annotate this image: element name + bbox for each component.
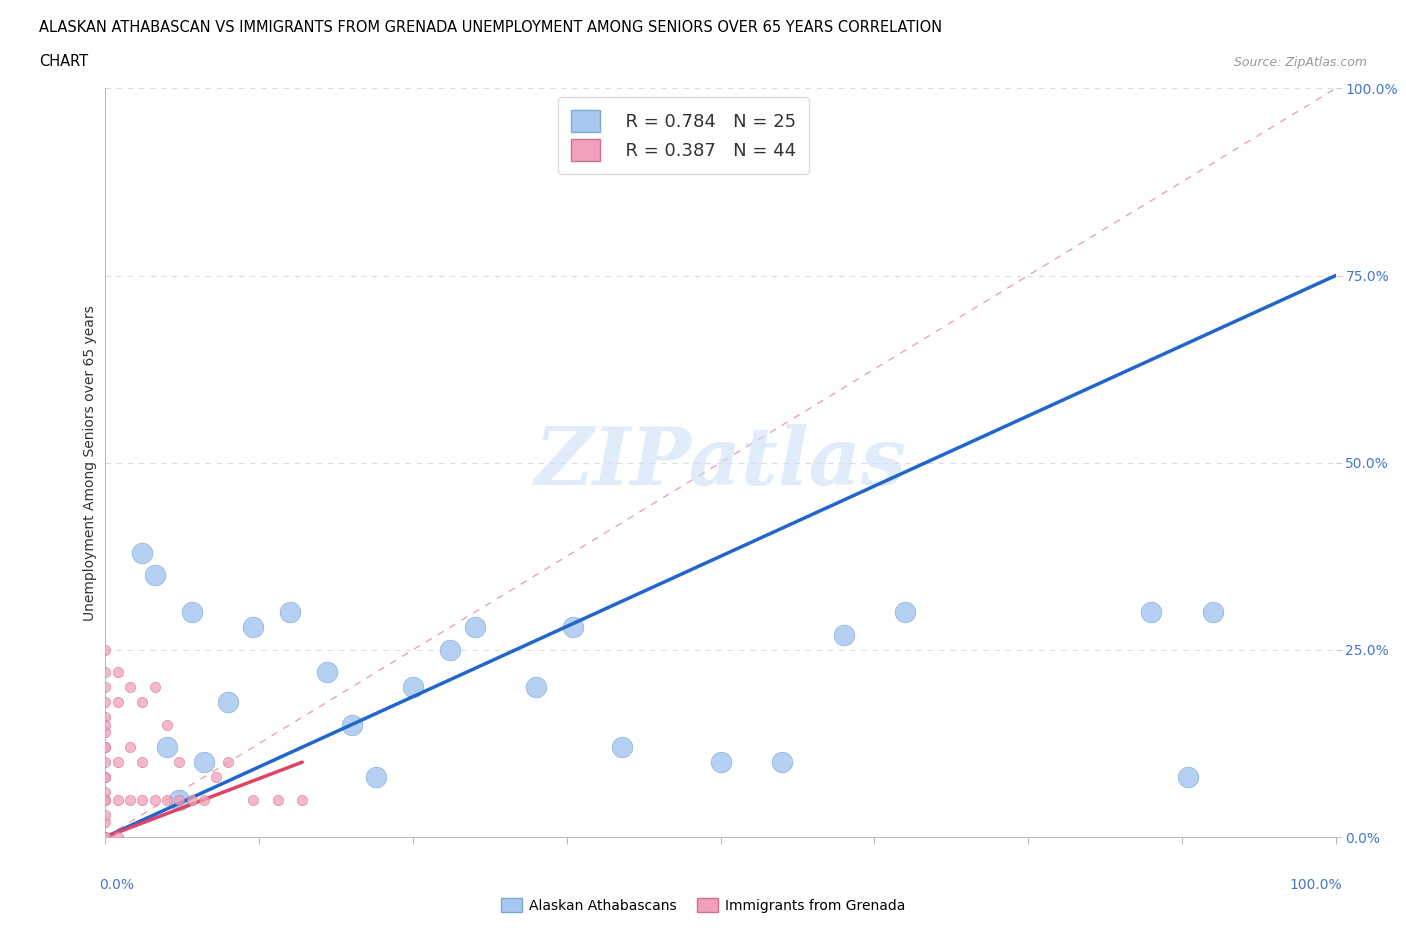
- Legend:   R = 0.784   N = 25,   R = 0.387   N = 44: R = 0.784 N = 25, R = 0.387 N = 44: [558, 98, 808, 174]
- Point: [464, 620, 486, 635]
- Point: [94, 807, 117, 822]
- Point: [267, 792, 290, 807]
- Point: [169, 792, 191, 807]
- Point: [156, 717, 179, 732]
- Point: [439, 643, 461, 658]
- Point: [94, 770, 117, 785]
- Point: [94, 770, 117, 785]
- Text: CHART: CHART: [39, 54, 89, 69]
- Point: [107, 695, 129, 710]
- Point: [131, 695, 153, 710]
- Point: [340, 717, 363, 732]
- Point: [94, 665, 117, 680]
- Point: [156, 792, 179, 807]
- Point: [94, 785, 117, 800]
- Point: [242, 620, 264, 635]
- Point: [562, 620, 585, 635]
- Text: Source: ZipAtlas.com: Source: ZipAtlas.com: [1233, 56, 1367, 69]
- Point: [94, 710, 117, 724]
- Point: [169, 792, 191, 807]
- Point: [143, 680, 166, 695]
- Point: [94, 717, 117, 732]
- Point: [94, 724, 117, 739]
- Point: [180, 792, 202, 807]
- Point: [193, 755, 215, 770]
- Point: [94, 830, 117, 844]
- Point: [218, 755, 240, 770]
- Point: [120, 792, 141, 807]
- Point: [107, 792, 129, 807]
- Point: [107, 830, 129, 844]
- Point: [315, 665, 337, 680]
- Point: [120, 680, 141, 695]
- Point: [524, 680, 547, 695]
- Point: [1201, 605, 1223, 620]
- Point: [107, 665, 129, 680]
- Point: [1140, 605, 1163, 620]
- Point: [710, 755, 733, 770]
- Point: [94, 739, 117, 754]
- Y-axis label: Unemployment Among Seniors over 65 years: Unemployment Among Seniors over 65 years: [83, 305, 97, 620]
- Point: [894, 605, 917, 620]
- Legend: Alaskan Athabascans, Immigrants from Grenada: Alaskan Athabascans, Immigrants from Gre…: [495, 893, 911, 919]
- Point: [770, 755, 793, 770]
- Point: [205, 770, 228, 785]
- Point: [94, 739, 117, 754]
- Point: [143, 567, 166, 582]
- Point: [94, 792, 117, 807]
- Point: [107, 755, 129, 770]
- Point: [94, 643, 117, 658]
- Point: [156, 739, 179, 754]
- Point: [169, 755, 191, 770]
- Point: [278, 605, 301, 620]
- Text: 100.0%: 100.0%: [1289, 878, 1341, 892]
- Text: ALASKAN ATHABASCAN VS IMMIGRANTS FROM GRENADA UNEMPLOYMENT AMONG SENIORS OVER 65: ALASKAN ATHABASCAN VS IMMIGRANTS FROM GR…: [39, 20, 942, 35]
- Point: [94, 830, 117, 844]
- Point: [1177, 770, 1199, 785]
- Point: [120, 739, 141, 754]
- Text: 0.0%: 0.0%: [100, 878, 135, 892]
- Point: [131, 755, 153, 770]
- Point: [94, 815, 117, 830]
- Point: [131, 545, 153, 560]
- Point: [94, 830, 117, 844]
- Point: [143, 792, 166, 807]
- Text: ZIPatlas: ZIPatlas: [534, 424, 907, 501]
- Point: [832, 628, 855, 643]
- Point: [180, 605, 202, 620]
- Point: [242, 792, 264, 807]
- Point: [612, 739, 634, 754]
- Point: [366, 770, 388, 785]
- Point: [94, 695, 117, 710]
- Point: [94, 755, 117, 770]
- Point: [94, 792, 117, 807]
- Point: [291, 792, 314, 807]
- Point: [218, 695, 240, 710]
- Point: [94, 680, 117, 695]
- Point: [131, 792, 153, 807]
- Point: [193, 792, 215, 807]
- Point: [402, 680, 425, 695]
